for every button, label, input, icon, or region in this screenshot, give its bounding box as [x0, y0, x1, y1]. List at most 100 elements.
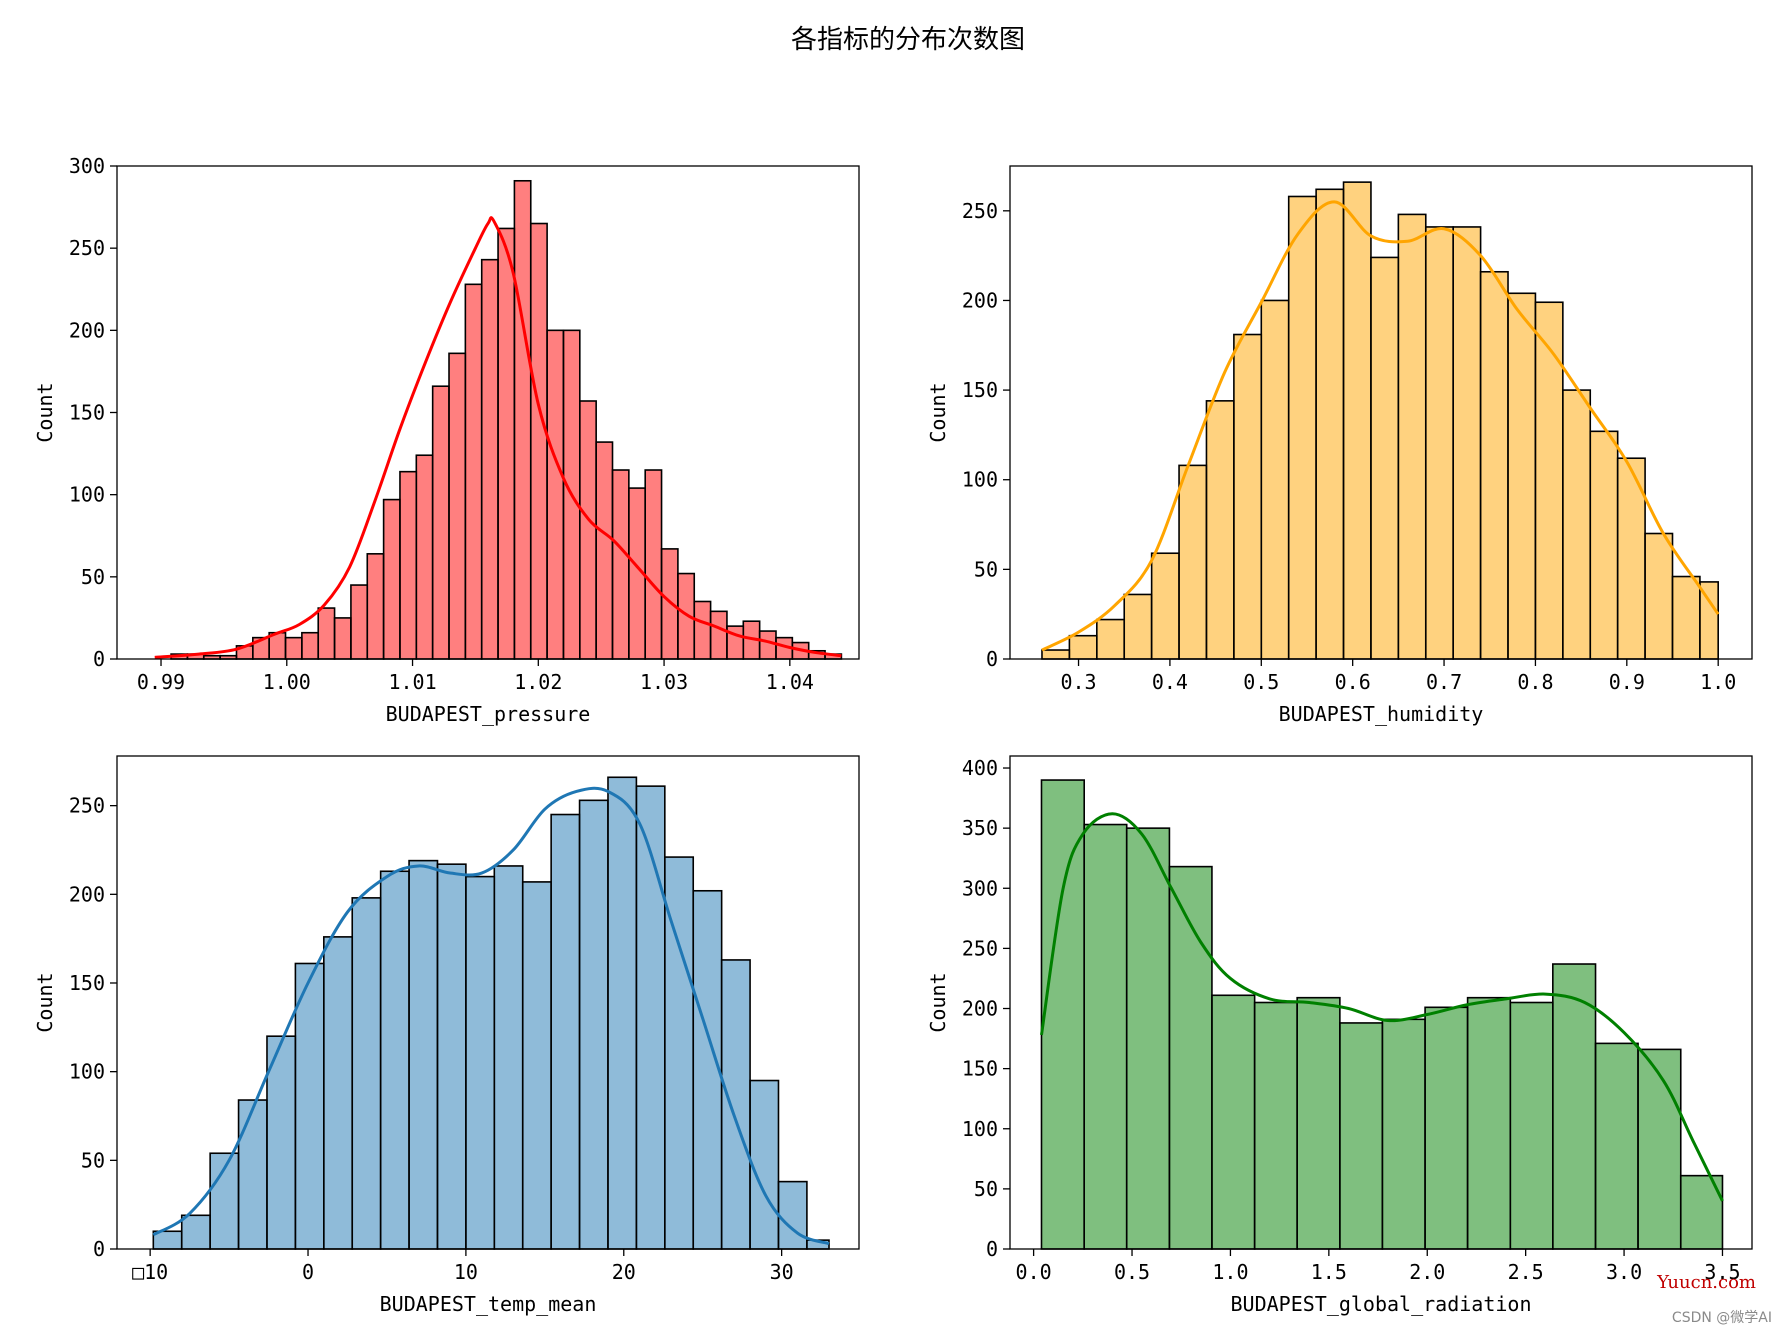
- histogram-bar: [408, 859, 439, 1250]
- y-tick-label: 300: [962, 876, 998, 900]
- histogram-bar: [464, 283, 483, 660]
- y-tick-label: 0: [93, 647, 105, 671]
- histogram-bar: [180, 1214, 211, 1250]
- histogram-bar: [660, 548, 679, 660]
- y-tick-label: 400: [962, 756, 998, 780]
- y-tick-label: 200: [962, 997, 998, 1021]
- histogram-bar: [692, 889, 723, 1250]
- histogram-bar: [1479, 270, 1509, 660]
- x-tick-label: 1.0: [1212, 1260, 1248, 1284]
- y-tick-label: 100: [69, 1060, 105, 1084]
- y-tick-label: 0: [986, 647, 998, 671]
- histogram-bar: [1041, 649, 1071, 660]
- histogram-bar: [1315, 188, 1345, 660]
- histogram-bar: [284, 636, 303, 660]
- histogram-bar: [1594, 1042, 1639, 1250]
- x-tick-label: 0.6: [1335, 670, 1371, 694]
- histogram-bars: [1041, 181, 1719, 660]
- histogram-bar: [1644, 532, 1674, 660]
- histogram-bar: [1671, 575, 1701, 660]
- histogram-bar: [1178, 464, 1208, 660]
- x-tick-label: 1.04: [766, 670, 814, 694]
- y-tick-label: 250: [69, 236, 105, 260]
- histogram-bar: [448, 352, 467, 660]
- histogram-bar: [1589, 430, 1619, 660]
- histogram-bar: [546, 329, 565, 660]
- histogram-bar: [1205, 400, 1235, 660]
- kde-curve: [1041, 200, 1720, 652]
- x-tick-label: 1.00: [263, 670, 311, 694]
- histogram-bars: [1040, 779, 1724, 1250]
- histogram-bar: [1211, 994, 1256, 1250]
- axes-frame: [1009, 755, 1753, 1250]
- x-tick-label: □10: [132, 1260, 168, 1284]
- histogram-bar: [607, 776, 638, 1250]
- histogram-bar: [1509, 1001, 1554, 1250]
- x-tick-label: 1.02: [514, 670, 562, 694]
- histogram-bar: [1150, 552, 1180, 660]
- kde-curve: [1040, 812, 1724, 1202]
- y-tick-label: 100: [962, 468, 998, 492]
- histogram-bar: [1040, 779, 1086, 1250]
- x-tick-label: 0.8: [1517, 670, 1553, 694]
- histogram-bar: [333, 617, 352, 660]
- x-tick-label: 1.03: [640, 670, 688, 694]
- x-ticks: 0.0 0.5 1.0 1.5 2.0 2.5 3.0 3.5: [1016, 1249, 1741, 1284]
- y-axis-label: Count: [926, 972, 950, 1032]
- y-axis-label: Count: [926, 382, 950, 442]
- x-tick-label: 0.5: [1243, 670, 1279, 694]
- y-tick-label: 200: [69, 882, 105, 906]
- x-tick-label: 0.99: [137, 670, 185, 694]
- y-tick-label: 250: [69, 794, 105, 818]
- x-tick-label: 10: [454, 1260, 478, 1284]
- histogram-bar: [550, 813, 581, 1250]
- histogram-bar: [1068, 634, 1098, 660]
- histogram-bar: [1637, 1048, 1682, 1250]
- histogram-bar: [436, 863, 467, 1250]
- histogram-bar: [1370, 256, 1400, 660]
- x-tick-label: 0.4: [1152, 670, 1188, 694]
- y-tick-label: 150: [69, 971, 105, 995]
- histogram-bar: [1342, 181, 1372, 660]
- histogram-bar: [1562, 389, 1592, 660]
- histogram-bar: [379, 870, 410, 1250]
- histogram-bar: [1083, 823, 1128, 1250]
- x-tick-label: 3.5: [1704, 1260, 1740, 1284]
- histogram-bar: [1424, 1006, 1469, 1250]
- x-axis-label: BUDAPEST_global_radiation: [1230, 1292, 1531, 1316]
- y-axis-label: Count: [33, 972, 57, 1032]
- histogram-panel-1: 0.99 1.00 1.01 1.02 1.03 1.04 0 50 100 150 200 250 3…: [33, 154, 860, 726]
- x-axis-label: BUDAPEST_pressure: [386, 702, 591, 726]
- x-tick-label: 20: [612, 1260, 636, 1284]
- histogram-bar: [415, 454, 434, 660]
- histogram-bars: [152, 776, 830, 1250]
- y-ticks: 0 50 100 150 200 250 300: [69, 154, 117, 671]
- histogram-panel-2: 0.3 0.4 0.5 0.6 0.7 0.8 0.9 1.0 0 50 100 150 200 250 B…: [926, 165, 1753, 726]
- histogram-bar: [1287, 195, 1317, 660]
- histogram-bar: [266, 1035, 297, 1250]
- y-tick-label: 250: [962, 199, 998, 223]
- y-tick-label: 150: [69, 401, 105, 425]
- histogram-bar: [1466, 996, 1512, 1250]
- histogram-bar: [1296, 996, 1341, 1250]
- histogram-bar: [1339, 1022, 1384, 1250]
- histogram-panel-4: 0.0 0.5 1.0 1.5 2.0 2.5 3.0 3.5 0 50 100 150 200 250 3…: [926, 755, 1753, 1316]
- y-tick-label: 0: [93, 1237, 105, 1261]
- x-tick-label: 0.3: [1060, 670, 1096, 694]
- histogram-bar: [595, 441, 614, 660]
- histogram-bar: [1507, 292, 1537, 660]
- y-tick-label: 100: [962, 1117, 998, 1141]
- histogram-bar: [351, 897, 382, 1250]
- axes-frame: [116, 755, 860, 1250]
- y-tick-label: 300: [69, 154, 105, 178]
- y-tick-label: 150: [962, 1057, 998, 1081]
- y-tick-label: 350: [962, 816, 998, 840]
- y-tick-label: 50: [81, 1148, 105, 1172]
- y-tick-label: 100: [69, 483, 105, 507]
- histogram-bar: [1123, 593, 1153, 660]
- subplot-grid: 0.99 1.00 1.01 1.02 1.03 1.040501001502002503…: [33, 154, 1753, 1316]
- histogram-bar: [579, 400, 597, 660]
- y-tick-label: 50: [974, 1177, 998, 1201]
- kde-curve: [152, 786, 830, 1246]
